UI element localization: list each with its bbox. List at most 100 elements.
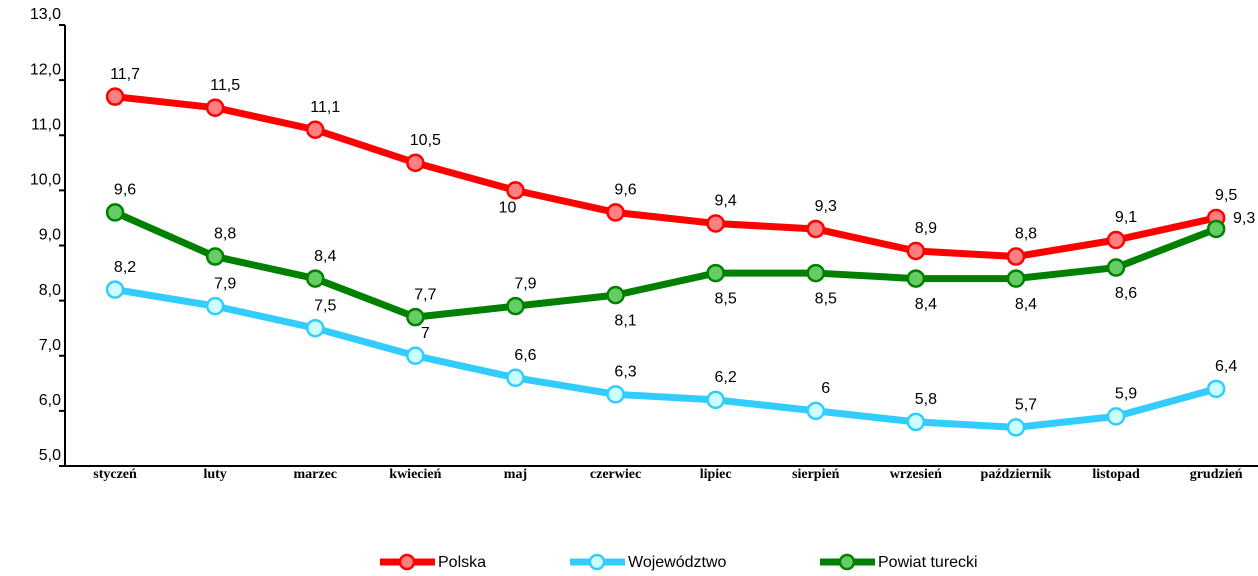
legend-marker	[398, 553, 416, 571]
x-tick-label: lipiec	[700, 467, 732, 482]
legend-marker	[838, 553, 856, 571]
marker	[706, 390, 725, 410]
data-label: 9,3	[815, 198, 837, 215]
marker	[1006, 418, 1026, 437]
legend-marker	[588, 553, 606, 571]
marker	[205, 247, 225, 266]
legend-label: Polska	[438, 554, 486, 571]
x-tick-label: październik	[981, 467, 1052, 482]
marker	[1006, 269, 1026, 288]
y-tick-label: 10,0	[30, 172, 61, 189]
marker	[506, 296, 525, 316]
marker	[105, 280, 125, 299]
marker	[906, 412, 926, 432]
data-label: 5,9	[1115, 386, 1137, 403]
marker	[906, 241, 926, 261]
marker	[1206, 379, 1226, 399]
y-tick-label: 5,0	[39, 447, 61, 464]
data-label: 8,1	[614, 312, 636, 329]
marker	[1106, 230, 1126, 250]
data-label: 7	[421, 325, 430, 342]
marker	[806, 263, 825, 283]
marker	[1006, 247, 1026, 266]
y-tick-label: 11,0	[31, 116, 61, 133]
marker	[706, 214, 725, 233]
series-line	[114, 93, 1217, 261]
series-line	[113, 209, 1218, 321]
data-label: 6	[821, 380, 830, 397]
y-tick-label: 13,0	[30, 6, 61, 23]
data-label: 9,3	[1233, 210, 1255, 227]
x-tick-label: listopad	[1092, 467, 1140, 482]
marker	[205, 98, 225, 117]
data-label: 9,5	[1215, 187, 1237, 204]
data-label: 10,5	[410, 132, 441, 149]
data-label: 6,6	[514, 347, 536, 364]
marker	[306, 318, 325, 338]
marker	[406, 153, 425, 173]
marker	[105, 203, 125, 222]
data-label: 8,4	[1015, 296, 1037, 313]
marker	[406, 307, 425, 327]
marker	[306, 269, 325, 288]
data-label: 8,8	[1015, 226, 1037, 243]
data-label: 6,2	[715, 369, 737, 386]
data-label: 7,9	[514, 275, 536, 292]
marker	[806, 219, 825, 239]
x-tick-label: luty	[203, 467, 226, 482]
marker	[506, 181, 525, 200]
data-label: 6,3	[614, 364, 636, 381]
marker	[105, 87, 125, 106]
y-tick-label: 12,0	[30, 61, 61, 78]
data-label: 5,8	[915, 391, 937, 408]
marker	[205, 296, 225, 316]
data-label: 5,7	[1015, 397, 1037, 414]
data-label: 6,4	[1215, 358, 1237, 375]
marker	[1106, 407, 1126, 426]
data-label: 10	[499, 200, 517, 217]
marker	[306, 120, 325, 139]
data-label: 11,7	[110, 66, 140, 83]
data-label: 9,6	[614, 182, 636, 199]
x-tick-label: maj	[504, 467, 527, 482]
data-label: 8,6	[1115, 285, 1137, 302]
y-tick-label: 8,0	[39, 282, 61, 299]
x-tick-label: marzec	[293, 467, 337, 482]
data-label: 9,6	[114, 182, 136, 199]
marker	[1106, 258, 1126, 277]
y-tick-label: 6,0	[39, 392, 61, 409]
series-line	[114, 286, 1218, 431]
data-label: 8,2	[114, 259, 136, 276]
legend-label: Powiat turecki	[878, 554, 978, 571]
data-label: 11,1	[310, 99, 340, 116]
data-label: 8,5	[815, 290, 837, 307]
data-label: 8,5	[715, 290, 737, 307]
marker	[506, 368, 525, 388]
marker	[606, 285, 625, 305]
legend-label: Województwo	[628, 554, 727, 571]
data-label: 7,9	[214, 275, 236, 292]
x-tick-label: czerwiec	[590, 467, 641, 482]
x-tick-label: sierpień	[792, 467, 840, 482]
x-tick-label: grudzień	[1190, 467, 1243, 482]
marker	[606, 385, 625, 404]
marker	[806, 401, 825, 421]
y-tick-label: 7,0	[39, 337, 61, 354]
marker	[706, 263, 725, 283]
data-label: 9,4	[715, 193, 737, 210]
marker	[606, 203, 625, 222]
x-tick-label: styczeń	[93, 467, 137, 482]
y-tick-label: 9,0	[39, 227, 61, 244]
data-label: 8,8	[214, 226, 236, 243]
data-label: 8,9	[915, 220, 937, 237]
data-label: 7,7	[414, 286, 436, 303]
x-tick-label: wrzesień	[890, 467, 942, 482]
marker	[1206, 219, 1226, 239]
marker	[406, 346, 425, 365]
x-tick-label: kwiecień	[389, 467, 441, 482]
marker	[906, 269, 926, 288]
data-label: 9,1	[1115, 209, 1137, 226]
data-label: 8,4	[915, 296, 937, 313]
data-label: 7,5	[314, 297, 336, 314]
